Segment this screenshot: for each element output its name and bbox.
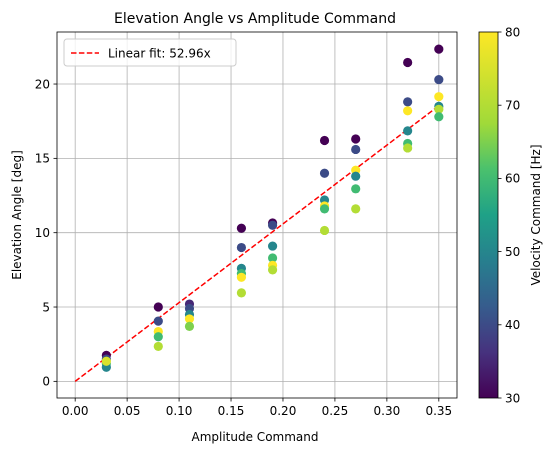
data-point [153,332,163,342]
legend-label: Linear fit: 52.96x [108,47,211,61]
colorbar-tick-label: 40 [505,318,520,332]
data-point [319,204,330,214]
data-point [267,265,278,275]
x-axis-label: Amplitude Command [192,430,319,444]
data-point [153,341,163,352]
y-tick-label: 5 [42,300,50,314]
data-point [153,316,163,326]
x-tick-label: 0.00 [62,404,89,418]
data-point [236,288,247,298]
data-point [319,168,330,178]
colorbar-gradient [479,32,498,398]
data-point [319,135,330,146]
x-tick-label: 0.15 [218,404,245,418]
plot-frame [56,31,458,399]
data-point [351,184,361,194]
fit-line [74,105,440,382]
x-tick-label: 0.30 [374,404,401,418]
colorbar-label: Velocity Command [Hz] [529,144,543,285]
data-point [351,144,361,155]
colorbar-tick-label: 30 [505,391,520,405]
y-tick-label: 20 [35,77,50,91]
data-point [267,253,278,263]
data-point [403,97,413,107]
data-point [434,44,444,54]
data-point [434,112,444,122]
x-tick-label: 0.20 [270,404,297,418]
data-point [351,171,361,181]
data-point [403,126,413,136]
colorbar-tick-label: 80 [505,25,520,39]
data-point [267,241,278,251]
x-axis-ticks: 0.00 0.05 0.10 0.15 0.20 0.25 0.30 0.35 [62,398,452,418]
x-tick-label: 0.10 [166,404,193,418]
colorbar-ticks: 30 40 50 60 70 80 [498,25,520,405]
data-point [236,272,247,282]
fit-line-layer [74,105,440,382]
colorbar: 30 40 50 60 70 80 Velocity Command [Hz] [478,25,543,405]
data-point [403,57,413,68]
y-axis-ticks: 0 5 10 15 20 [35,77,57,389]
data-point [351,134,361,144]
data-point [434,92,444,102]
data-point [184,321,195,331]
grid [57,32,457,398]
data-point [403,106,413,116]
data-points [101,44,444,372]
legend-box [63,38,237,67]
colorbar-tick-label: 60 [505,172,520,186]
colorbar-tick-label: 50 [505,245,520,259]
data-point [236,242,247,253]
data-point [267,220,278,230]
y-tick-label: 15 [35,152,50,166]
data-point [236,223,247,233]
x-tick-label: 0.25 [322,404,349,418]
x-tick-label: 0.35 [425,404,452,418]
data-point [403,143,413,153]
x-tick-label: 0.05 [114,404,141,418]
colorbar-tick-label: 70 [505,99,520,113]
colorbar-frame [478,31,499,399]
y-tick-label: 0 [42,375,50,389]
data-point [434,104,444,114]
data-point [319,225,330,236]
legend: Linear fit: 52.96x [63,38,237,67]
data-point [184,314,195,324]
data-point [351,204,361,214]
chart-title: Elevation Angle vs Amplitude Command [114,11,396,27]
data-point [101,356,111,366]
y-tick-label: 10 [35,226,50,240]
y-axis-label: Elevation Angle [deg] [10,150,24,280]
data-point [434,74,444,85]
data-point [153,302,163,312]
